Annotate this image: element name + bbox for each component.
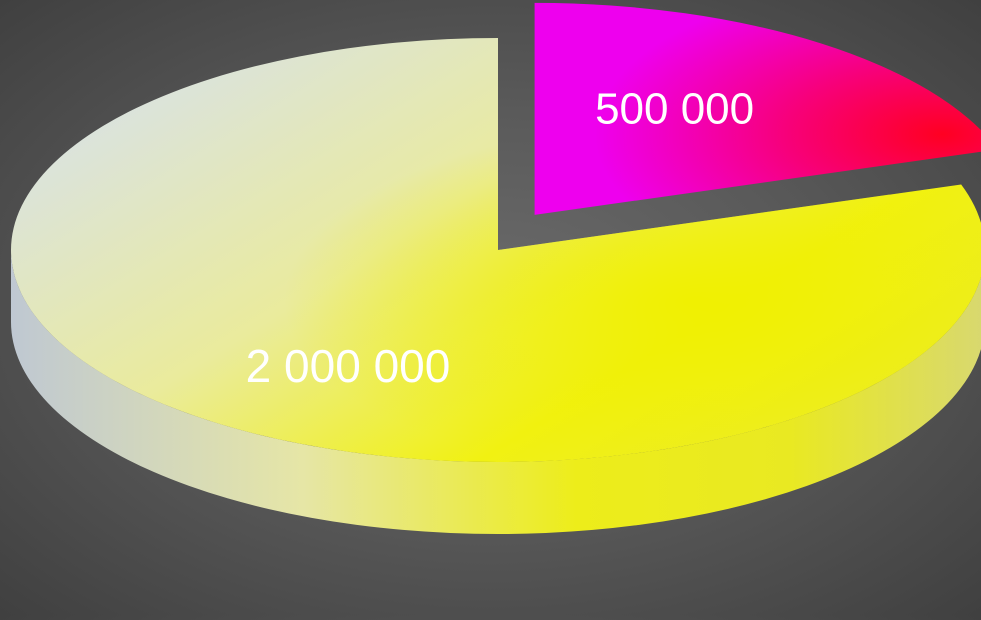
pie-slice-label-0: 500 000: [595, 85, 754, 134]
pie-slice-0: [534, 2, 981, 215]
pie-data-labels: 500 000 2 000 000: [246, 85, 754, 393]
pie-slice-side-1: [11, 250, 981, 534]
pie-slice-glow-1: [11, 38, 981, 462]
pie-side-walls: [11, 250, 981, 534]
pie-top-faces: [11, 2, 981, 462]
pie-slice-label-1: 2 000 000: [246, 340, 451, 392]
